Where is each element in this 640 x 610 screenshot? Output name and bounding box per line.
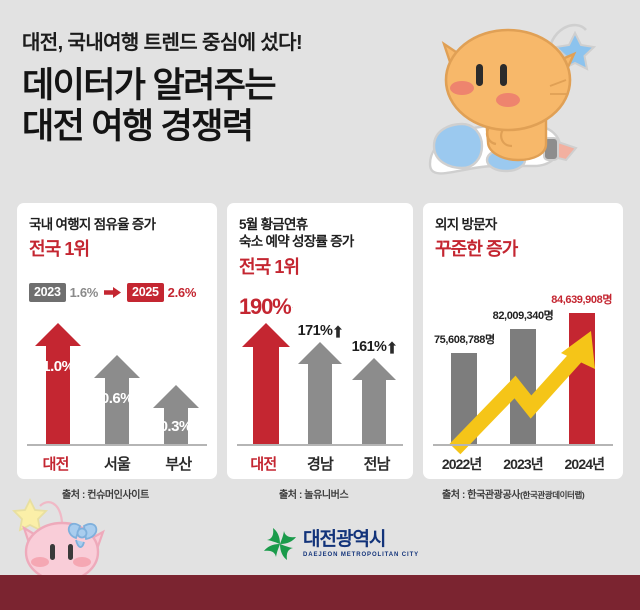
chart-x-labels: 대전 서울 부산 — [25, 453, 209, 474]
page-title-line-2: 대전 여행 경쟁력 — [22, 107, 254, 147]
pink-cat-mascot-with-bow — [12, 497, 105, 610]
bar-2023 — [510, 329, 536, 445]
blue-bow — [67, 523, 98, 548]
chart-bar-group: 190% — [239, 294, 293, 445]
right-arrow-icon — [104, 287, 122, 298]
card2-subtitle-line-2: 숙소 예약 성장률 증가 — [239, 234, 354, 250]
chart-bar-group: 82,009,340명 — [493, 310, 554, 445]
x-label-2022: 2022년 — [441, 456, 482, 472]
source-card3-paren: (한국관광데이터랩) — [520, 490, 585, 500]
bar-value-busan: 0.3% — [159, 418, 193, 435]
arrow-bar-gyeongnam — [298, 342, 342, 445]
bar-value-seoul: 0.6% — [100, 390, 134, 407]
up-arrow-icon — [292, 306, 293, 308]
daejeon-pinwheel-logo-icon — [264, 528, 296, 560]
page-title: 데이터가 알려주는 대전 여행 경쟁력 — [22, 65, 422, 148]
stat-card-booking-growth: 5월 황금연휴 숙소 예약 성장률 증가 전국 1위 190% — [227, 203, 413, 479]
value-from-year: 1.6% — [69, 285, 99, 300]
header: 대전, 국내여행 트렌드 중심에 섰다! 데이터가 알려주는 대전 여행 경쟁력 — [22, 26, 422, 148]
card1-highlight: 전국 1위 — [29, 239, 90, 260]
source-card1: 출처 : 컨슈머인사이트 — [62, 490, 149, 501]
card2-chart: 190% 171% — [227, 294, 413, 479]
bar-label-daejeon: 190% — [239, 294, 293, 319]
orange-cat-mascot-on-rocket — [428, 23, 597, 175]
value-to-year: 2.6% — [167, 285, 197, 300]
card2-subtitle-line-1: 5월 황금연휴 — [239, 217, 308, 232]
chart-baseline — [27, 444, 207, 446]
chart-bar-group: 161% — [347, 296, 401, 445]
chart-x-labels: 대전 경남 전남 — [235, 453, 405, 474]
logo-korean-name: 대전광역시 — [303, 529, 386, 550]
card1-subtitle: 국내 여행지 점유율 증가 — [29, 217, 156, 232]
chart-bar-group: 0.3% — [146, 309, 205, 445]
x-label-daejeon: 대전 — [250, 456, 277, 473]
arrow-bar-jeonnam — [352, 358, 396, 445]
card3-chart: 75,608,788명 82,009,340명 84,639,908명 — [423, 279, 623, 479]
page-title-line-1: 데이터가 알려주는 — [22, 66, 277, 105]
x-label-2023: 2023년 — [503, 456, 543, 472]
bottom-color-bar — [0, 575, 640, 610]
arrow-bar-daejeon — [242, 323, 290, 445]
logo-text: 대전광역시 DAEJEON METROPOLITAN CITY — [303, 530, 419, 558]
source-card3-main: 출처 : 한국관광공사 — [442, 490, 521, 501]
up-arrow-icon — [388, 340, 397, 354]
x-label-gyeongnam: 경남 — [307, 456, 334, 473]
arrow-bar-seoul — [94, 355, 140, 445]
card1-chart: 1.0% 0.6% 0.3% — [17, 309, 217, 479]
logo-english-name: DAEJEON METROPOLITAN CITY — [303, 552, 420, 558]
x-label-busan: 부산 — [165, 456, 192, 473]
bar-value-2023: 82,009,340명 — [492, 310, 554, 322]
source-card3: 출처 : 한국관광공사(한국관광데이터랩) — [442, 486, 585, 501]
x-label-jeonnam: 전남 — [363, 456, 391, 473]
chart-baseline — [237, 444, 403, 446]
badge-from-year: 2023 — [29, 283, 66, 302]
stat-card-visitors: 외지 방문자 꾸준한 증가 75,608,788명 82,009,340명 — [423, 203, 623, 479]
chart-x-labels: 2022년 2023년 2024년 — [431, 454, 615, 474]
chart-bar-group: 171% — [293, 296, 347, 445]
source-card2: 출처 : 놀유니버스 — [279, 490, 349, 501]
bar-value-2022: 75,608,788명 — [433, 334, 495, 346]
bar-value-daejeon: 1.0% — [42, 358, 75, 375]
x-label-seoul: 서울 — [103, 456, 131, 473]
bar-label-gyeongnam: 171% — [293, 323, 347, 339]
chart-bar-group: 84,639,908명 — [551, 294, 612, 445]
arrow-bar-busan — [152, 385, 199, 445]
bar-value-2024: 84,639,908명 — [551, 294, 613, 306]
year-comparison-row: 2023 1.6% 2025 2.6% — [29, 283, 196, 302]
x-label-daejeon: 대전 — [42, 456, 70, 473]
chart-baseline — [433, 444, 613, 446]
stat-card-market-share: 국내 여행지 점유율 증가 전국 1위 2023 1.6% 2025 2.6% — [17, 203, 217, 479]
chart-bar-group: 0.6% — [88, 309, 147, 445]
bar-2024 — [568, 313, 595, 445]
bar-2022 — [451, 353, 478, 445]
chart-bar-group: 1.0% — [29, 309, 88, 445]
daejeon-city-logo: 대전광역시 DAEJEON METROPOLITAN CITY — [264, 528, 419, 560]
header-kicker: 대전, 국내여행 트렌드 중심에 섰다! — [22, 32, 303, 54]
stats-card-row: 국내 여행지 점유율 증가 전국 1위 2023 1.6% 2025 2.6% — [17, 203, 623, 479]
card3-highlight: 꾸준한 증가 — [435, 239, 518, 260]
card2-highlight: 전국 1위 — [239, 256, 300, 277]
x-label-2024: 2024년 — [564, 456, 605, 472]
chart-bar-group: 75,608,788명 — [433, 315, 495, 445]
badge-to-year: 2025 — [127, 283, 164, 302]
bar-label-jeonnam: 161% — [347, 339, 401, 355]
up-arrow-icon — [334, 324, 343, 338]
card3-subtitle: 외지 방문자 — [435, 217, 497, 232]
arrow-bar-daejeon — [35, 323, 82, 445]
